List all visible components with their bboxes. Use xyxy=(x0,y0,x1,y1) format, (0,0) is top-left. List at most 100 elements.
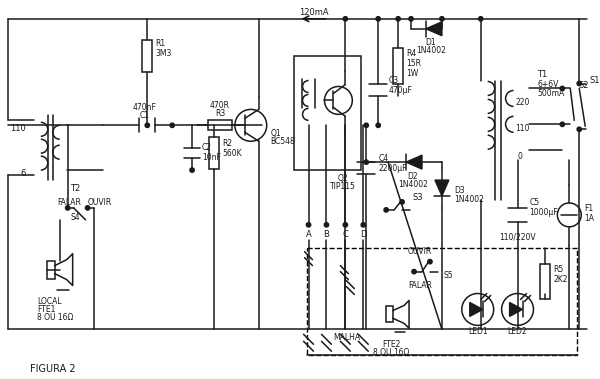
Text: 1N4002: 1N4002 xyxy=(454,196,484,204)
Text: 220: 220 xyxy=(515,98,530,107)
Text: A: A xyxy=(305,230,311,239)
Bar xyxy=(393,48,403,83)
Text: 560K: 560K xyxy=(222,149,242,158)
Text: C2: C2 xyxy=(202,143,212,152)
Text: LOCAL: LOCAL xyxy=(37,297,61,306)
Text: D: D xyxy=(360,230,367,239)
Circle shape xyxy=(577,81,581,86)
Text: Q2: Q2 xyxy=(338,174,349,183)
Text: R5: R5 xyxy=(553,265,563,274)
Text: 1N4002: 1N4002 xyxy=(398,180,428,188)
Text: 120mA: 120mA xyxy=(299,8,328,17)
Text: OUVIR: OUVIR xyxy=(408,247,432,256)
Text: 470µF: 470µF xyxy=(388,86,412,95)
Circle shape xyxy=(376,17,380,21)
Text: R1: R1 xyxy=(155,39,166,48)
Circle shape xyxy=(343,17,347,21)
Circle shape xyxy=(307,222,311,227)
Circle shape xyxy=(145,123,149,127)
Text: S5: S5 xyxy=(444,271,454,280)
Circle shape xyxy=(324,222,329,227)
Text: S3: S3 xyxy=(412,193,422,202)
Text: D3: D3 xyxy=(454,186,464,196)
Circle shape xyxy=(428,260,432,264)
Circle shape xyxy=(190,168,194,172)
Circle shape xyxy=(409,17,413,21)
Text: FTE2: FTE2 xyxy=(382,340,400,349)
Text: FIGURA 2: FIGURA 2 xyxy=(30,364,76,374)
Bar xyxy=(209,137,219,169)
Text: S4: S4 xyxy=(71,213,80,222)
Text: 8 OU 16Ω: 8 OU 16Ω xyxy=(373,348,409,357)
Text: 3M3: 3M3 xyxy=(155,49,172,58)
Text: 8 OU 16Ω: 8 OU 16Ω xyxy=(37,313,73,322)
Circle shape xyxy=(376,123,380,127)
Circle shape xyxy=(364,160,368,164)
Text: 6: 6 xyxy=(20,169,26,178)
Text: 0: 0 xyxy=(518,152,523,161)
Circle shape xyxy=(396,17,400,21)
Text: 2K2: 2K2 xyxy=(553,275,568,284)
Circle shape xyxy=(384,208,388,212)
Text: C5: C5 xyxy=(529,199,539,207)
Circle shape xyxy=(343,222,347,227)
Text: FTE1: FTE1 xyxy=(37,305,55,314)
Circle shape xyxy=(462,293,494,325)
Text: 470nF: 470nF xyxy=(133,103,156,112)
Circle shape xyxy=(85,206,90,210)
Text: F1: F1 xyxy=(584,204,593,213)
Text: OUVIR: OUVIR xyxy=(88,199,112,207)
Text: T2: T2 xyxy=(70,183,80,193)
Circle shape xyxy=(361,222,365,227)
Text: S1: S1 xyxy=(589,76,599,85)
Text: D2: D2 xyxy=(408,172,418,180)
Text: C: C xyxy=(343,230,348,239)
Text: 2200µF: 2200µF xyxy=(378,164,407,172)
Text: BC548: BC548 xyxy=(271,137,295,146)
Text: Q1: Q1 xyxy=(271,129,281,138)
Text: 10nF: 10nF xyxy=(202,153,221,162)
Text: MALHA: MALHA xyxy=(333,333,360,342)
Text: 500mA: 500mA xyxy=(538,89,565,98)
Text: LED1: LED1 xyxy=(468,327,488,336)
Polygon shape xyxy=(406,155,422,169)
Circle shape xyxy=(479,17,483,21)
Text: C4: C4 xyxy=(378,153,388,163)
Text: 470R: 470R xyxy=(210,101,230,110)
Text: TIP115: TIP115 xyxy=(331,182,356,191)
Bar xyxy=(541,264,550,299)
Text: S2: S2 xyxy=(579,81,589,90)
Circle shape xyxy=(577,127,581,132)
Circle shape xyxy=(400,200,404,204)
Circle shape xyxy=(557,203,581,227)
Text: B: B xyxy=(323,230,329,239)
Circle shape xyxy=(502,293,533,325)
Circle shape xyxy=(440,17,444,21)
Text: 110: 110 xyxy=(10,124,26,133)
Text: 110: 110 xyxy=(515,124,530,133)
Circle shape xyxy=(170,123,175,127)
Text: C1: C1 xyxy=(139,111,149,120)
Polygon shape xyxy=(509,302,523,316)
Circle shape xyxy=(560,122,565,127)
Bar xyxy=(208,120,232,130)
Circle shape xyxy=(65,206,70,210)
Polygon shape xyxy=(426,22,442,36)
Text: C3: C3 xyxy=(388,76,398,85)
Text: 110/220V: 110/220V xyxy=(499,232,536,241)
Text: D1: D1 xyxy=(425,38,436,47)
Bar xyxy=(307,248,577,355)
Bar xyxy=(386,307,393,323)
Text: 6+6V: 6+6V xyxy=(538,80,559,89)
Circle shape xyxy=(364,123,368,127)
Circle shape xyxy=(412,269,416,274)
Text: FALAR: FALAR xyxy=(58,199,82,207)
Text: 15R: 15R xyxy=(406,59,421,68)
Bar xyxy=(142,40,152,72)
Text: 1N4002: 1N4002 xyxy=(416,46,446,55)
Text: R3: R3 xyxy=(215,109,225,118)
Bar xyxy=(293,56,361,170)
Bar xyxy=(47,261,55,279)
Text: T1: T1 xyxy=(538,70,548,79)
Text: 1000µF: 1000µF xyxy=(529,208,558,218)
